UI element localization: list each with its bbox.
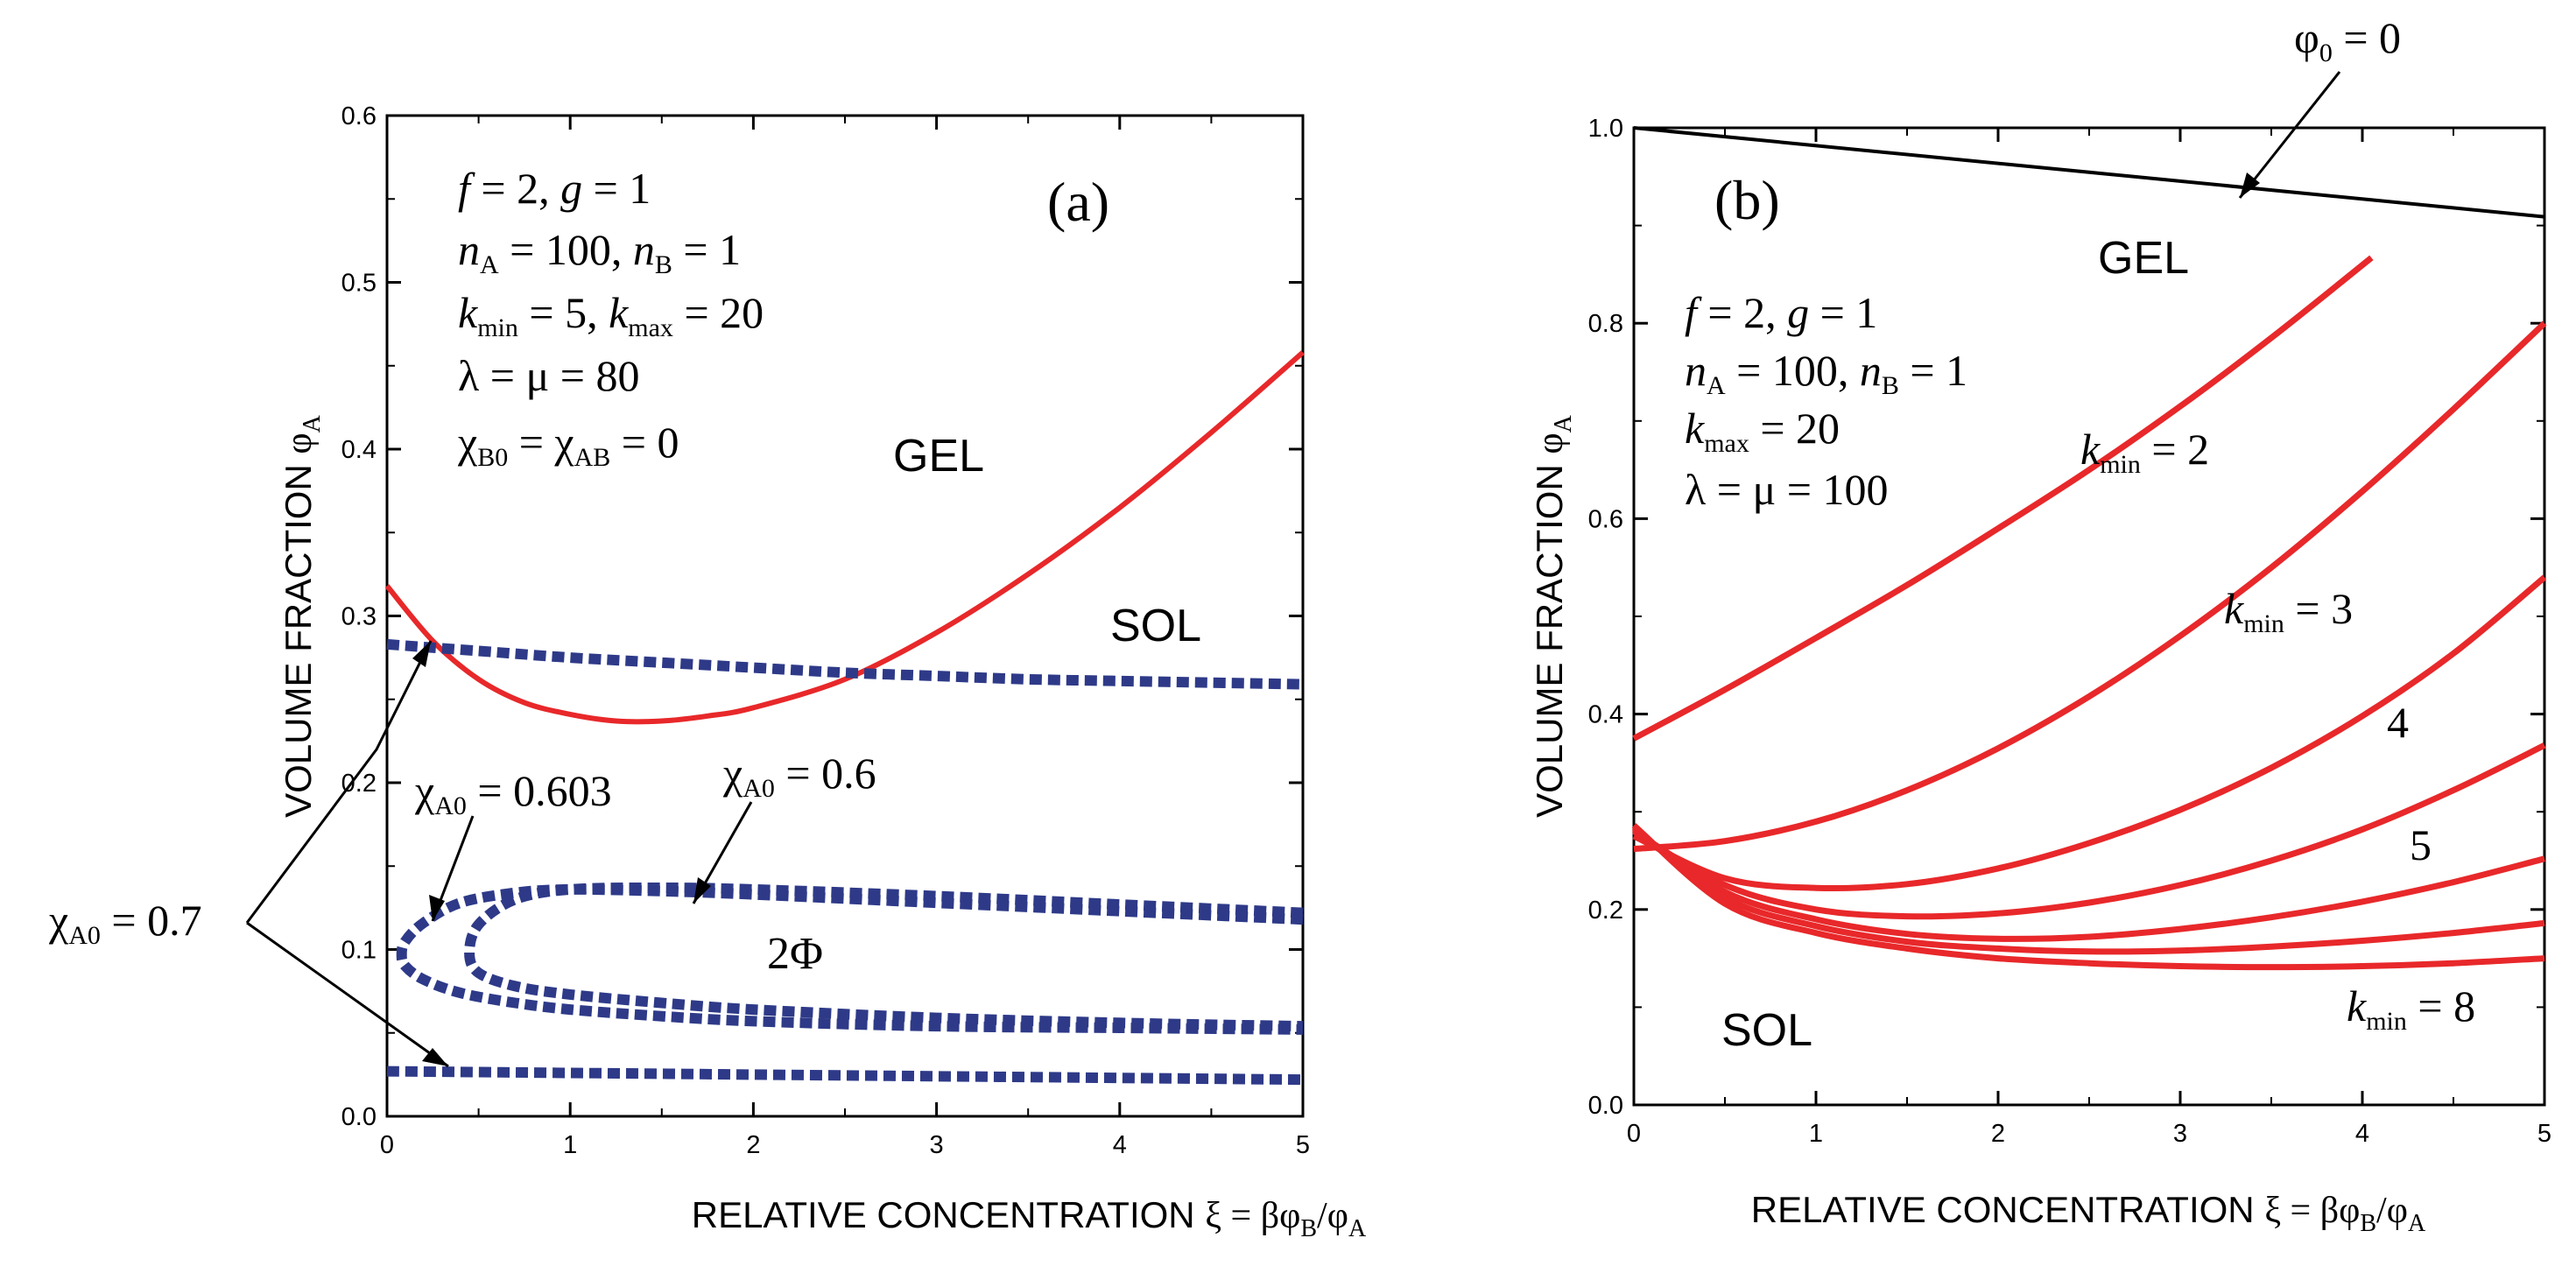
series-line-b-5 (1632, 826, 2545, 942)
series-b (1631, 126, 2547, 971)
region-two-phase-a: 2Φ (767, 929, 823, 979)
y-tick-label: 0.0 (1588, 1092, 1623, 1120)
svg-text:χA0 = 0.7: χA0 = 0.7 (48, 896, 202, 950)
y-tick-label: 0.6 (341, 102, 377, 130)
series-line-a-0 (384, 350, 1305, 725)
param-block-a: f = 2, g = 1 nA = 100, nB = 1 kmin = 5, … (457, 164, 764, 472)
x-tick-label: 0 (1627, 1120, 1641, 1148)
svg-text:nA = 100, nB = 1: nA = 100, nB = 1 (1685, 346, 1967, 400)
panel-a: 0 1 2 3 4 50.00.10.20.30.40.50.6 RELATIVE CON… (48, 102, 1367, 1242)
label-kmin-3: kmin = 3 (2224, 584, 2353, 638)
svg-text:f = 2, g = 1: f = 2, g = 1 (1685, 288, 1877, 337)
panel-label-b: (b) (1714, 169, 1780, 231)
x-tick-label: 0 (380, 1131, 394, 1159)
svg-text:λ = μ = 80: λ = μ = 80 (458, 351, 639, 400)
annotation-phi0: φ0 = 0 (2238, 13, 2401, 199)
x-tick-label: 3 (2173, 1120, 2187, 1148)
series-line-a-1 (386, 638, 1304, 690)
svg-text:χA0 = 0.6: χA0 = 0.6 (722, 749, 876, 803)
y-tick-label: 0.3 (341, 603, 377, 631)
x-tick-label: 1 (1809, 1120, 1823, 1148)
series-line-b-4 (1632, 742, 2546, 920)
series-line-b-7 (1631, 823, 2545, 971)
y-tick-label: 0.4 (341, 436, 377, 464)
svg-text:nA = 100, nB = 1: nA = 100, nB = 1 (458, 225, 741, 279)
svg-text:χA0 = 0.603: χA0 = 0.603 (414, 766, 612, 820)
svg-text:φ0 = 0: φ0 = 0 (2294, 13, 2401, 67)
ticks-b: 0 1 2 3 4 5 0.0 0.2 0.4 0.6 0.8 1.0 (1588, 115, 2551, 1148)
y-tick-label: 0.0 (341, 1103, 377, 1131)
y-tick-label: 0.4 (1588, 701, 1623, 729)
series-line-b-6 (1631, 825, 2545, 955)
ticks-a: 0 1 2 3 4 50.00.10.20.30.40.50.6 (341, 102, 1310, 1159)
x-tick-label: 4 (1113, 1131, 1127, 1159)
label-4: 4 (2387, 698, 2409, 747)
y-axis-title-b: VOLUME FRACTION φA (1529, 414, 1577, 818)
series-line-b-2 (1633, 320, 2547, 853)
series-line-b-1 (1632, 255, 2374, 742)
y-tick-label: 0.6 (1588, 505, 1623, 533)
region-gel-b: GEL (2098, 233, 2189, 284)
svg-text:λ = μ = 100: λ = μ = 100 (1685, 465, 1888, 514)
annotation-chi-06: χA0 = 0.6 (692, 749, 876, 904)
series-line-b-3 (1632, 574, 2547, 892)
x-tick-label: 2 (1991, 1120, 2005, 1148)
param-block-b: f = 2, g = 1 nA = 100, nB = 1 kmax = 20 … (1685, 288, 1967, 514)
x-tick-label: 4 (2355, 1120, 2369, 1148)
label-5: 5 (2410, 820, 2432, 869)
x-tick-label: 2 (746, 1131, 760, 1159)
plot-frame-b (1632, 126, 2546, 1107)
label-kmin-8: kmin = 8 (2347, 981, 2475, 1036)
series-line-b-0 (1633, 126, 2545, 219)
x-tick-label: 3 (930, 1131, 944, 1159)
x-tick-label: 1 (563, 1131, 577, 1159)
series-line-a-2 (386, 1066, 1304, 1086)
panel-b: 0 1 2 3 4 5 0.0 0.2 0.4 0.6 0.8 1.0 RELATIVE CONCEN… (1529, 13, 2551, 1237)
label-kmin-2: kmin = 2 (2080, 425, 2209, 479)
y-tick-label: 0.8 (1588, 310, 1623, 338)
panel-label-a: (a) (1047, 171, 1109, 233)
region-sol-a: SOL (1110, 601, 1201, 651)
y-tick-label: 0.2 (1588, 897, 1623, 925)
y-tick-label: 0.1 (341, 937, 377, 965)
series-a (384, 350, 1305, 1086)
x-tick-label: 5 (1296, 1131, 1310, 1159)
y-tick-label: 1.0 (1588, 115, 1623, 143)
x-axis-title-b: RELATIVE CONCENTRATION ξ = βφB/φA (1751, 1189, 2426, 1237)
region-sol-b: SOL (1721, 1005, 1812, 1056)
svg-text:kmin = 5, kmax = 20: kmin = 5, kmax = 20 (458, 288, 764, 342)
x-tick-label: 5 (2537, 1120, 2551, 1148)
svg-text:kmax = 20: kmax = 20 (1685, 404, 1840, 458)
y-axis-title-a: VOLUME FRACTION φA (278, 414, 326, 818)
series-line-a-3 (396, 883, 1304, 1035)
region-gel-a: GEL (893, 431, 984, 482)
x-axis-title-a: RELATIVE CONCENTRATION ξ = βφB/φA (692, 1194, 1367, 1242)
y-tick-label: 0.5 (341, 270, 377, 298)
series-line-a-4 (464, 882, 1304, 1032)
svg-text:f = 2, g = 1: f = 2, g = 1 (458, 164, 651, 213)
svg-text:χB0 = χAB = 0: χB0 = χAB = 0 (457, 418, 679, 472)
